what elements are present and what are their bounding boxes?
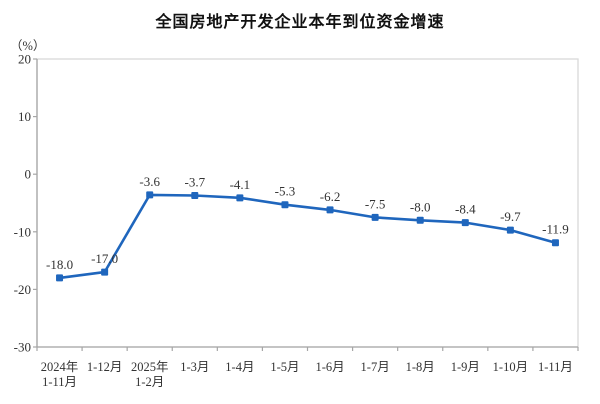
plot-border <box>36 58 579 348</box>
data-point-marker <box>551 239 559 247</box>
data-point-marker <box>236 194 244 202</box>
x-axis-label: 1-4月 <box>225 360 254 374</box>
data-point-marker <box>506 226 514 234</box>
data-point-marker <box>371 213 379 221</box>
data-point-marker <box>281 201 289 209</box>
x-axis-label: 1-7月 <box>361 360 390 374</box>
data-point-label: -3.6 <box>139 174 160 189</box>
y-axis-unit-label: （%） <box>10 39 46 53</box>
data-point-marker <box>461 219 469 227</box>
data-point-marker <box>191 192 199 200</box>
x-axis-label: 2024年 1-11月 <box>41 360 79 389</box>
x-axis-label: 1-3月 <box>180 360 209 374</box>
data-point-marker <box>416 216 424 224</box>
y-tick-label: -30 <box>14 340 31 355</box>
x-axis-label: 1-12月 <box>87 360 122 374</box>
y-tick-label: 20 <box>18 52 31 67</box>
data-point-label: -17.0 <box>91 251 118 266</box>
x-axis-label: 2025年 1-2月 <box>131 360 169 389</box>
data-point-label: -8.4 <box>455 202 476 217</box>
data-point-label: -9.7 <box>500 209 521 224</box>
data-point-label: -11.9 <box>542 222 569 237</box>
data-point-marker <box>56 274 64 282</box>
data-point-label: -6.2 <box>320 189 341 204</box>
x-axis-label: 1-6月 <box>315 360 344 374</box>
x-axis-label: 1-11月 <box>538 360 573 374</box>
y-tick-label: -20 <box>14 282 31 297</box>
data-point-label: -7.5 <box>365 196 386 211</box>
data-point-label: -8.0 <box>410 199 431 214</box>
x-axis-label: 1-9月 <box>451 360 480 374</box>
series-line <box>58 193 557 280</box>
data-point-marker <box>101 268 109 276</box>
x-axis-label: 1-8月 <box>406 360 435 374</box>
chart-title: 全国房地产开发企业本年到位资金增速 <box>155 14 445 31</box>
x-axis-label: 1-5月 <box>270 360 299 374</box>
data-point-label: -3.7 <box>184 175 205 190</box>
data-point-label: -4.1 <box>230 177 251 192</box>
data-point-label: -5.3 <box>275 184 296 199</box>
x-axis-label: 1-10月 <box>493 360 528 374</box>
y-tick-label: -10 <box>14 224 31 239</box>
data-point-label: -18.0 <box>46 257 73 272</box>
data-point-marker <box>326 206 334 214</box>
data-point-marker <box>146 191 154 199</box>
y-tick-label: 0 <box>25 167 32 182</box>
y-tick-label: 10 <box>18 109 31 124</box>
